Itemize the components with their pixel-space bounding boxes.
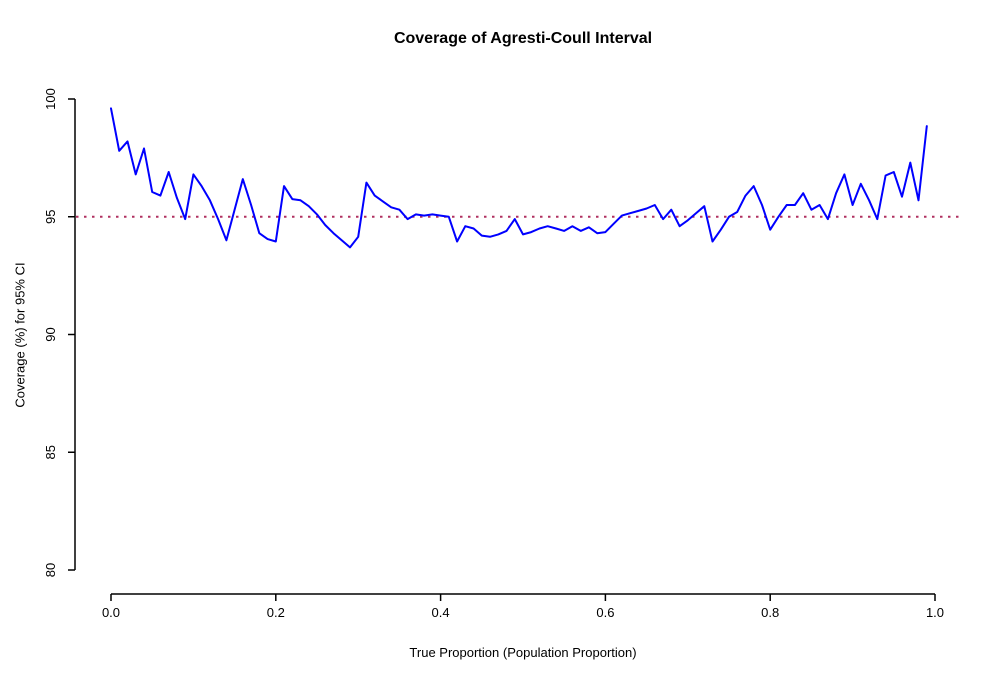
y-tick-label: 90	[43, 327, 58, 341]
x-tick-label: 0.4	[432, 605, 450, 620]
x-tick-label: 1.0	[926, 605, 944, 620]
chart-title: Coverage of Agresti-Coull Interval	[393, 30, 653, 47]
x-tick-label: 0.2	[267, 605, 285, 620]
x-axis-title: True Proportion (Population Proportion)	[409, 645, 637, 660]
y-axis-title: Coverage (%) for 95% CI	[12, 262, 28, 408]
x-tick-label: 0.6	[596, 605, 614, 620]
y-tick-label: 95	[43, 210, 58, 224]
y-tick-label: 85	[43, 445, 58, 459]
x-tick-label: 0.8	[761, 605, 779, 620]
y-tick-label: 100	[43, 88, 58, 110]
x-tick-label: 0.0	[102, 605, 120, 620]
y-tick-label: 80	[43, 563, 58, 577]
coverage-line	[110, 107, 928, 249]
